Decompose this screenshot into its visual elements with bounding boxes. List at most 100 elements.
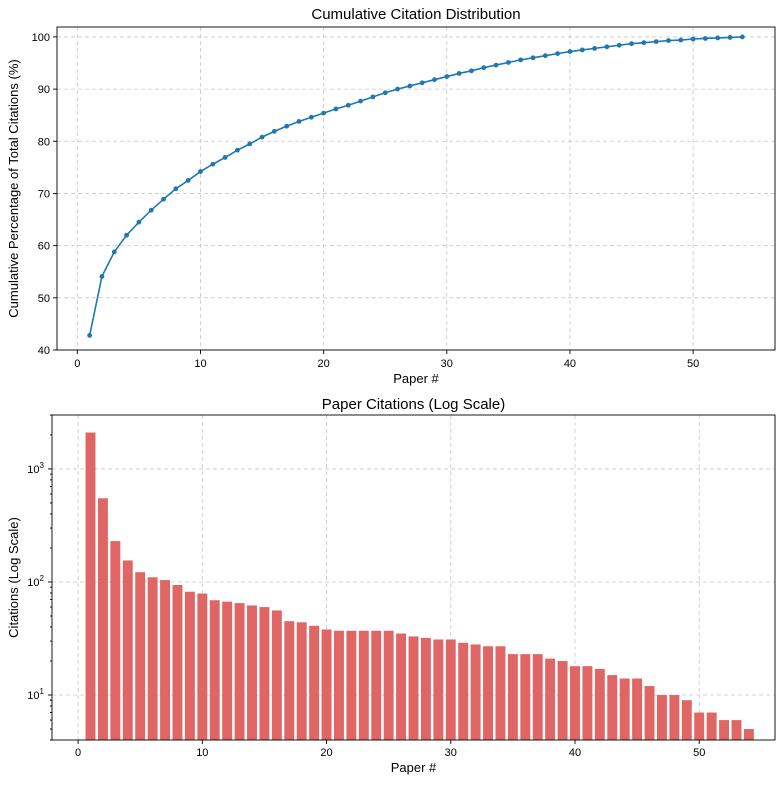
- cumulative-data-point: [210, 161, 216, 167]
- citation-bar: [470, 644, 481, 740]
- y-tick-label-base: 10: [27, 577, 39, 589]
- y-tick-label-exponent: 3: [40, 461, 45, 470]
- citation-bar: [656, 695, 667, 740]
- cumulative-data-point: [739, 34, 745, 40]
- y-tick-label-base: 10: [27, 690, 39, 702]
- cumulative-data-point: [235, 147, 240, 153]
- citation-bar: [147, 577, 158, 740]
- citation-bar: [532, 654, 543, 740]
- cumulative-data-point: [715, 35, 721, 41]
- x-tick-label: 50: [687, 358, 699, 370]
- cumulative-data-point: [308, 114, 314, 120]
- citation-bar: [135, 572, 146, 740]
- x-tick-label: 50: [693, 747, 705, 759]
- citation-bar: [85, 432, 96, 740]
- x-tick-label: 30: [445, 747, 457, 759]
- citation-bar: [234, 603, 245, 740]
- y-tick-label: 90: [38, 84, 50, 96]
- citation-bar: [644, 686, 655, 740]
- citation-bar: [97, 498, 108, 740]
- cumulative-data-point: [592, 45, 597, 51]
- cumulative-data-point: [345, 102, 351, 108]
- cumulative-data-point: [444, 74, 450, 79]
- cumulative-data-point: [530, 55, 536, 61]
- x-tick-label: 30: [441, 358, 453, 370]
- cumulative-data-point: [579, 47, 585, 53]
- cumulative-data-point: [148, 207, 154, 213]
- citation-bar: [681, 700, 692, 740]
- cumulative-data-point: [271, 128, 277, 134]
- cumulative-series-line: [88, 36, 743, 336]
- cumulative-data-point: [161, 196, 166, 202]
- citation-bar: [420, 637, 431, 740]
- y-tick-label: 101: [27, 687, 44, 702]
- cumulative-data-point: [358, 98, 363, 104]
- citation-bar: [632, 678, 643, 740]
- citation-bar: [719, 720, 730, 740]
- citation-bar: [396, 633, 407, 740]
- citation-bar: [594, 668, 605, 740]
- citation-bar: [570, 666, 580, 740]
- citation-bar: [545, 658, 556, 740]
- cumulative-data-point: [321, 110, 327, 116]
- line-chart-panel: 0 10 20 30 40 50 40 50 60 70 80 90 100 Cumulative Cit…: [6, 6, 776, 386]
- cumulative-data-point: [222, 155, 228, 160]
- citation-bar: [458, 642, 469, 740]
- chart-title: Cumulative Citation Distribution: [311, 6, 520, 23]
- cumulative-data-point: [469, 68, 474, 74]
- citation-bar: [358, 630, 369, 740]
- y-tick-label: 103: [27, 461, 44, 476]
- citation-bar: [607, 675, 618, 740]
- cumulative-data-point: [296, 119, 302, 124]
- cumulative-data-point: [87, 332, 93, 338]
- cumulative-data-point: [111, 249, 117, 255]
- citation-bar: [284, 621, 295, 740]
- citation-bar: [209, 600, 220, 740]
- y-tick-label-base: 10: [27, 464, 39, 476]
- cumulative-data-point: [555, 51, 561, 57]
- cumulative-data-point: [198, 169, 203, 174]
- citation-bar: [619, 678, 630, 740]
- y-tick-label: 100: [32, 32, 50, 44]
- cumulative-data-point: [173, 186, 179, 192]
- x-tick-label: 20: [318, 358, 330, 370]
- plot-frame: [56, 26, 776, 351]
- citation-bar: [259, 607, 270, 740]
- cumulative-data-point: [690, 36, 696, 42]
- cumulative-data-point: [333, 106, 339, 112]
- cumulative-data-point: [370, 94, 376, 100]
- y-tick-label: 80: [38, 136, 50, 148]
- y-tick-label: 50: [38, 293, 50, 305]
- citation-bar: [197, 593, 208, 740]
- citation-bar: [557, 660, 568, 740]
- citation-bar: [731, 720, 742, 740]
- cumulative-data-point: [407, 83, 413, 89]
- y-tick-label: 40: [38, 345, 50, 357]
- citation-bar: [582, 666, 593, 740]
- y-tick-label: 70: [38, 188, 50, 200]
- citation-bar: [222, 601, 233, 740]
- citation-bar: [520, 654, 531, 740]
- cumulative-data-point: [666, 38, 671, 43]
- citation-bar: [706, 712, 717, 740]
- cumulative-data-point: [493, 62, 499, 68]
- x-tick-label: 40: [564, 358, 576, 370]
- cumulative-data-point: [419, 80, 425, 86]
- citation-bar: [483, 646, 494, 740]
- cumulative-data-point: [703, 36, 708, 41]
- cumulative-data-point: [432, 77, 437, 83]
- cumulative-data-point: [542, 53, 548, 59]
- citation-bar: [694, 712, 705, 740]
- y-tick-label-exponent: 2: [40, 574, 45, 583]
- x-tick-label: 10: [194, 358, 206, 370]
- citation-bar: [371, 630, 382, 740]
- citation-bar: [333, 630, 344, 740]
- citation-bar: [309, 625, 320, 740]
- cumulative-data-point: [641, 40, 647, 46]
- cumulative-data-point: [124, 232, 129, 238]
- cumulative-data-point: [505, 60, 511, 65]
- cumulative-data-point: [395, 86, 400, 92]
- citation-bar: [408, 636, 419, 740]
